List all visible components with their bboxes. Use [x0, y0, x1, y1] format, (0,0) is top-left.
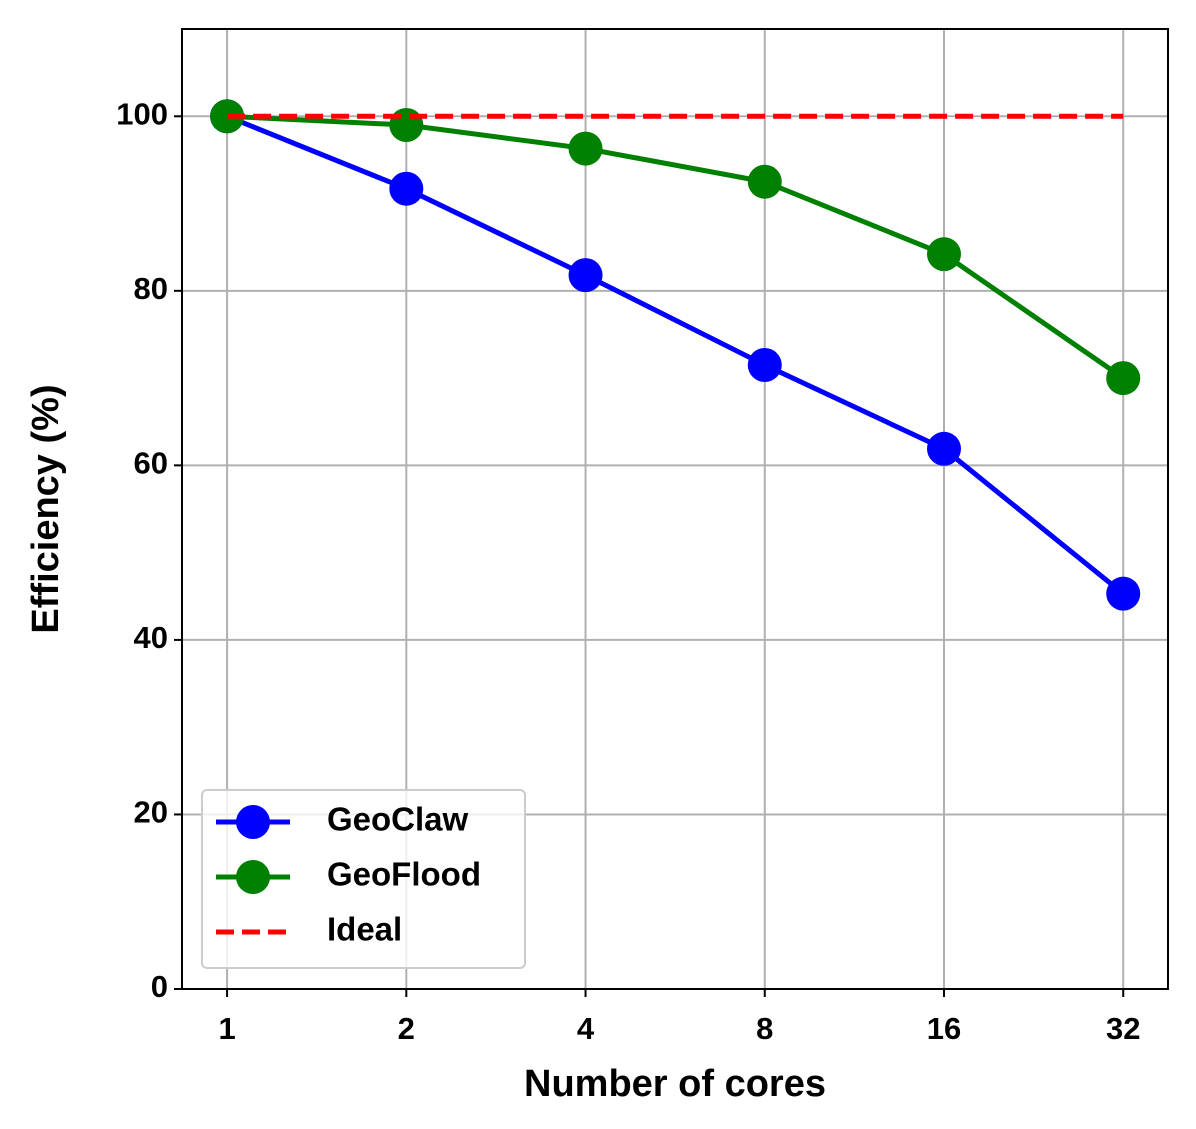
series-line: [226, 113, 1125, 596]
legend-label: GeoFlood: [327, 856, 481, 893]
y-tick-label: 100: [116, 96, 168, 131]
point: [747, 348, 782, 382]
point: [1106, 576, 1141, 611]
plot-frame: [181, 28, 1169, 990]
series-line: [226, 113, 1125, 381]
x-tick-label: 1: [218, 1011, 235, 1046]
y-tick-label: 80: [134, 271, 168, 306]
x-axis-label: Number of cores: [524, 1063, 826, 1105]
y-tick-label: 60: [134, 446, 168, 481]
x-tick-label: 8: [756, 1011, 773, 1046]
x-tick-label: 32: [1106, 1011, 1140, 1046]
y-tick-label: 0: [151, 969, 168, 1004]
y-axis-label: Efficiency (%): [25, 384, 67, 633]
legend-marker: [236, 805, 270, 839]
point: [926, 431, 961, 466]
legend-label: GeoClaw: [327, 801, 469, 838]
x-tick-label: 16: [927, 1011, 961, 1046]
legend-label: Ideal: [327, 911, 402, 948]
y-tick-label: 20: [134, 795, 168, 830]
legend-marker: [236, 860, 270, 894]
point: [926, 237, 961, 272]
y-tick-label: 40: [134, 620, 168, 655]
point: [389, 171, 424, 206]
point: [389, 108, 424, 142]
point: [1106, 361, 1141, 396]
x-tick-label: 4: [577, 1011, 595, 1046]
legend-box: [201, 789, 526, 969]
point: [568, 131, 603, 166]
x-tick-label: 2: [398, 1011, 415, 1046]
point: [747, 164, 782, 199]
point: [568, 258, 603, 293]
